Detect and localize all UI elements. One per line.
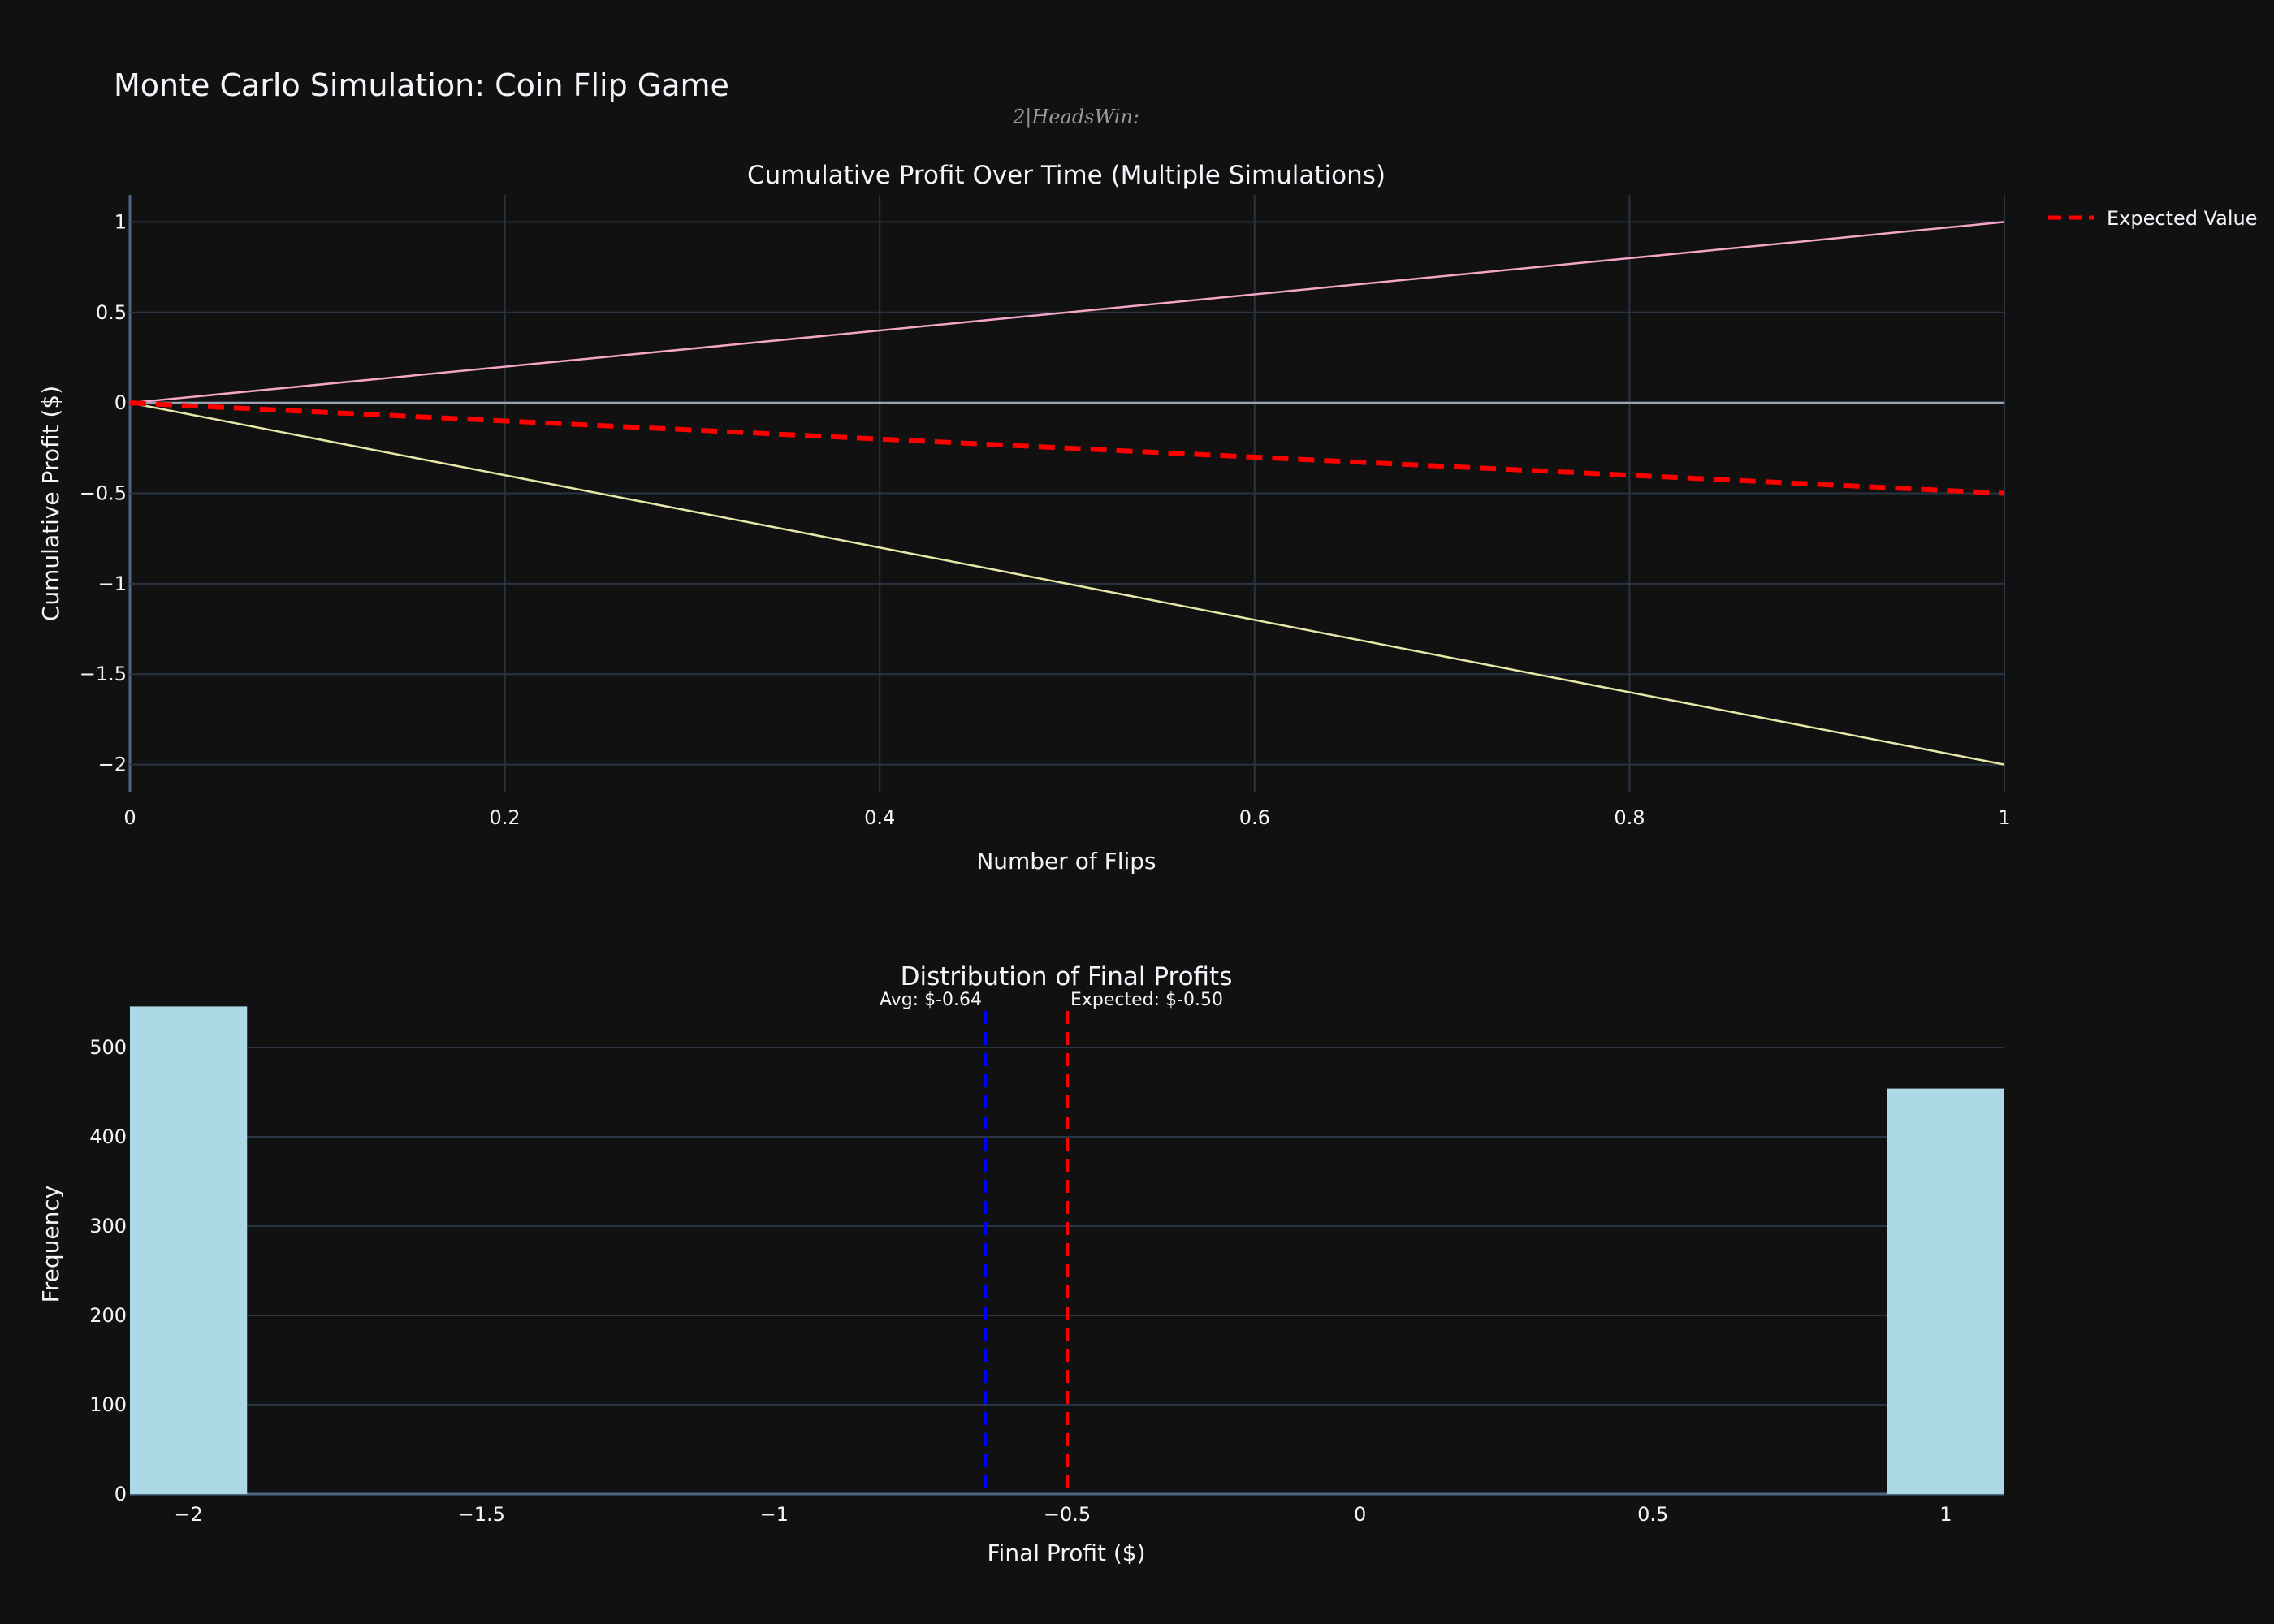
y-tick-label: 400 <box>89 1125 127 1148</box>
x-tick-label: −1 <box>760 1503 789 1526</box>
y-tick-label: 100 <box>89 1393 127 1416</box>
histogram-bar <box>130 1006 248 1494</box>
y-tick-label: 0 <box>115 391 127 414</box>
y-tick-label: 0.5 <box>96 301 127 324</box>
y-tick-label: −0.5 <box>80 482 127 505</box>
y-tick-label: −2 <box>98 754 127 776</box>
legend[interactable]: Expected Value <box>2048 207 2258 230</box>
x-tick-label: 0.5 <box>1637 1503 1668 1526</box>
y-tick-label: 300 <box>89 1215 127 1237</box>
histogram-title: Distribution of Final Profits <box>901 962 1233 991</box>
y-tick-label: −1.5 <box>80 663 127 685</box>
histogram-x-ticks: −2 −1.5 −1 −0.5 0 0.5 1 <box>174 1503 1952 1526</box>
x-tick-label: 0.4 <box>864 806 895 829</box>
y-tick-label: 200 <box>89 1304 127 1327</box>
y-tick-label: 0 <box>115 1483 127 1505</box>
simulation-line-1 <box>129 221 2005 404</box>
figure-title: Monte Carlo Simulation: Coin Flip Game <box>114 67 729 103</box>
legend-expected-label: Expected Value <box>2107 207 2258 230</box>
expected-value-line <box>129 400 2005 496</box>
x-tick-label: 0.6 <box>1239 806 1270 829</box>
simulation-line-2 <box>129 401 2005 766</box>
figure-subtitle: 2|HeadsWin: <box>1012 106 1139 129</box>
x-tick-label: 0.2 <box>490 806 521 829</box>
y-tick-label: −1 <box>98 572 127 595</box>
histogram-x-label: Final Profit ($) <box>987 1540 1145 1566</box>
y-tick-label: 500 <box>89 1036 127 1059</box>
x-tick-label: 1 <box>1998 806 2010 829</box>
histogram-bars <box>130 1006 2004 1494</box>
histogram-reference-lines: Avg: $-0.64 Expected: $-0.50 <box>880 990 1223 1494</box>
x-tick-label: −1.5 <box>458 1503 505 1526</box>
histogram-y-label: Frequency <box>37 1186 64 1303</box>
x-tick-label: −2 <box>174 1503 202 1526</box>
x-tick-label: 0 <box>1354 1503 1366 1526</box>
x-tick-label: 1 <box>1939 1503 1952 1526</box>
line-chart-x-ticks: 0 0.2 0.4 0.6 0.8 1 <box>123 806 2010 829</box>
x-tick-label: 0 <box>123 806 136 829</box>
line-chart-y-label: Cumulative Profit ($) <box>37 386 64 621</box>
histogram-bar <box>1887 1088 2004 1494</box>
x-tick-label: 0.8 <box>1614 806 1645 829</box>
y-tick-label: 1 <box>115 210 127 233</box>
x-tick-label: −0.5 <box>1044 1503 1091 1526</box>
expected-annotation: Expected: $-0.50 <box>1070 990 1223 1010</box>
histogram-y-ticks: 0 100 200 300 400 500 <box>89 1036 127 1505</box>
line-chart-x-label: Number of Flips <box>976 848 1156 875</box>
average-annotation: Avg: $-0.64 <box>880 990 982 1010</box>
line-chart-gridlines <box>128 195 2005 792</box>
histogram-panel: Distribution of Final Profits Avg: $-0.6… <box>37 962 2004 1566</box>
line-chart-panel: Cumulative Profit Over Time (Multiple Si… <box>37 161 2258 875</box>
line-chart-series <box>129 221 2005 766</box>
line-chart-y-ticks: 1 0.5 0 −0.5 −1 −1.5 −2 <box>80 210 127 775</box>
line-chart-title: Cumulative Profit Over Time (Multiple Si… <box>747 161 1386 190</box>
